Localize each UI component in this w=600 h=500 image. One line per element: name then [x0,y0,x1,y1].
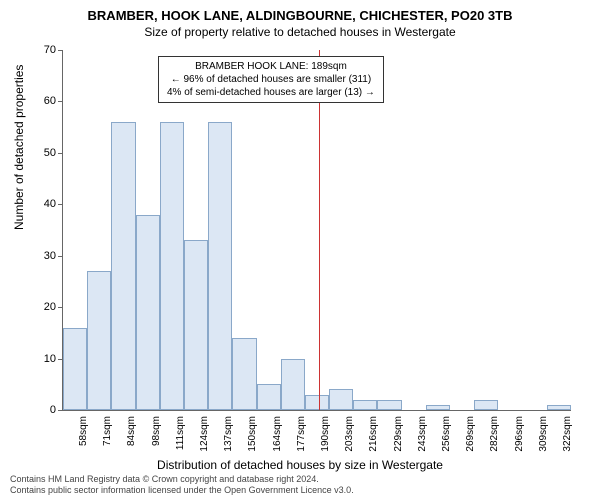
footer: Contains HM Land Registry data © Crown c… [10,474,354,496]
footer-line1: Contains HM Land Registry data © Crown c… [10,474,354,485]
xtick-label: 203sqm [344,416,355,452]
histogram-bar [208,122,232,410]
histogram-bar [63,328,87,410]
plot-area [62,50,571,411]
ytick-mark [58,307,63,308]
histogram-bar [136,215,160,410]
ytick-label: 60 [26,95,56,107]
xtick-label: 309sqm [538,416,549,452]
histogram-bar [426,405,450,410]
xtick-label: 98sqm [151,416,162,446]
annotation-line1: BRAMBER HOOK LANE: 189sqm [167,60,375,73]
reference-line [319,50,320,410]
xtick-label: 137sqm [223,416,234,452]
ytick-label: 50 [26,147,56,159]
xtick-label: 322sqm [562,416,573,452]
y-axis-label: Number of detached properties [12,65,26,230]
histogram-bar [329,389,353,410]
histogram-bar [184,240,208,410]
xtick-label: 282sqm [489,416,500,452]
xtick-label: 243sqm [417,416,428,452]
histogram-bar [377,400,401,410]
histogram-bar [111,122,135,410]
histogram-bar [160,122,184,410]
ytick-mark [58,256,63,257]
xtick-label: 190sqm [320,416,331,452]
ytick-mark [58,204,63,205]
ytick-label: 10 [26,353,56,365]
chart-subtitle: Size of property relative to detached ho… [0,23,600,39]
xtick-label: 256sqm [441,416,452,452]
histogram-bar [305,395,329,410]
xtick-label: 216sqm [368,416,379,452]
histogram-bar [257,384,281,410]
xtick-label: 269sqm [465,416,476,452]
histogram-bar [547,405,571,410]
histogram-bar [87,271,111,410]
xtick-label: 71sqm [102,416,113,446]
chart-area [62,50,570,410]
x-axis-label: Distribution of detached houses by size … [0,458,600,472]
annotation-line2: ← 96% of detached houses are smaller (31… [167,73,375,86]
footer-line2: Contains public sector information licen… [10,485,354,496]
ytick-mark [58,50,63,51]
xtick-label: 111sqm [175,416,186,450]
histogram-bar [353,400,377,410]
ytick-label: 30 [26,250,56,262]
xtick-label: 229sqm [393,416,404,452]
ytick-label: 70 [26,44,56,56]
xtick-label: 150sqm [247,416,258,452]
xtick-label: 164sqm [272,416,283,452]
chart-title: BRAMBER, HOOK LANE, ALDINGBOURNE, CHICHE… [0,0,600,23]
xtick-label: 296sqm [514,416,525,452]
xtick-label: 177sqm [296,416,307,452]
ytick-label: 0 [26,404,56,416]
xtick-label: 58sqm [78,416,89,446]
histogram-bar [232,338,256,410]
chart-container: BRAMBER, HOOK LANE, ALDINGBOURNE, CHICHE… [0,0,600,500]
ytick-mark [58,153,63,154]
ytick-mark [58,410,63,411]
xtick-label: 124sqm [199,416,210,452]
histogram-bar [474,400,498,410]
ytick-mark [58,101,63,102]
annotation-line3: 4% of semi-detached houses are larger (1… [167,86,375,99]
ytick-label: 20 [26,301,56,313]
annotation-box: BRAMBER HOOK LANE: 189sqm ← 96% of detac… [158,56,384,103]
histogram-bar [281,359,305,410]
ytick-label: 40 [26,198,56,210]
xtick-label: 84sqm [126,416,137,446]
